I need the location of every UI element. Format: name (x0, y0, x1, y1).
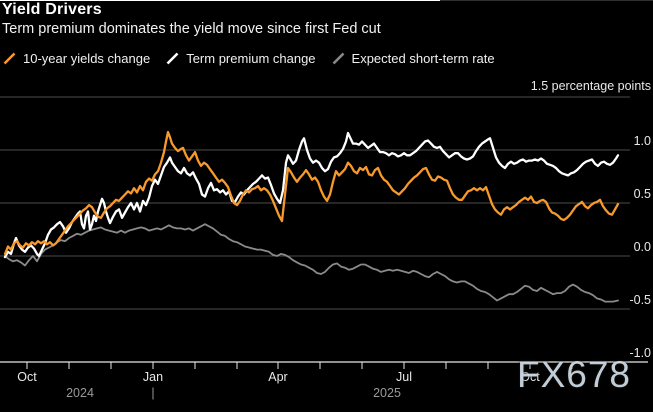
x-axis-label: Oct (17, 370, 37, 384)
year-label: 2024 (66, 386, 94, 400)
y-axis-unit-label: 1.5 percentage points (530, 79, 651, 93)
x-axis-label: Oct (520, 370, 540, 384)
year-label: 2025 (373, 386, 401, 400)
legend-label: Expected short-term rate (351, 51, 495, 66)
chart-subtitle: Term premium dominates the yield move si… (2, 21, 381, 37)
series-line-expected-short-term-rate (4, 223, 619, 303)
y-axis-label: 0.5 (634, 187, 651, 201)
y-axis-label: -0.5 (629, 293, 651, 307)
legend-item-10-year-yields-change: 10-year yields change (3, 51, 150, 66)
white-slash-icon (166, 52, 179, 65)
x-axis-label: Jan (143, 370, 163, 384)
chart-title: Yield Drivers (2, 1, 102, 18)
orange-slash-icon (3, 52, 16, 65)
top-divider-dim (440, 0, 653, 1)
legend-item-expected-short-term-rate: Expected short-term rate (332, 51, 495, 66)
series-line-10-year-yields-change (3, 130, 620, 256)
year-label: | (151, 386, 154, 400)
y-axis-label: -1.0 (629, 346, 651, 360)
x-axis-label: Jul (396, 370, 412, 384)
legend-label: Term premium change (186, 51, 316, 66)
watermark: FX678 (517, 354, 632, 395)
y-axis-label: 1.0 (634, 134, 651, 148)
y-axis-label: 0.0 (634, 240, 651, 254)
legend: 10-year yields change Term premium chang… (3, 51, 495, 66)
x-axis-label: Apr (268, 370, 287, 384)
series-line-term-premium-change (3, 131, 620, 259)
legend-item-term-premium-change: Term premium change (166, 51, 316, 66)
top-divider (0, 0, 440, 1)
gray-slash-icon (332, 52, 344, 65)
legend-label: 10-year yields change (23, 51, 151, 66)
